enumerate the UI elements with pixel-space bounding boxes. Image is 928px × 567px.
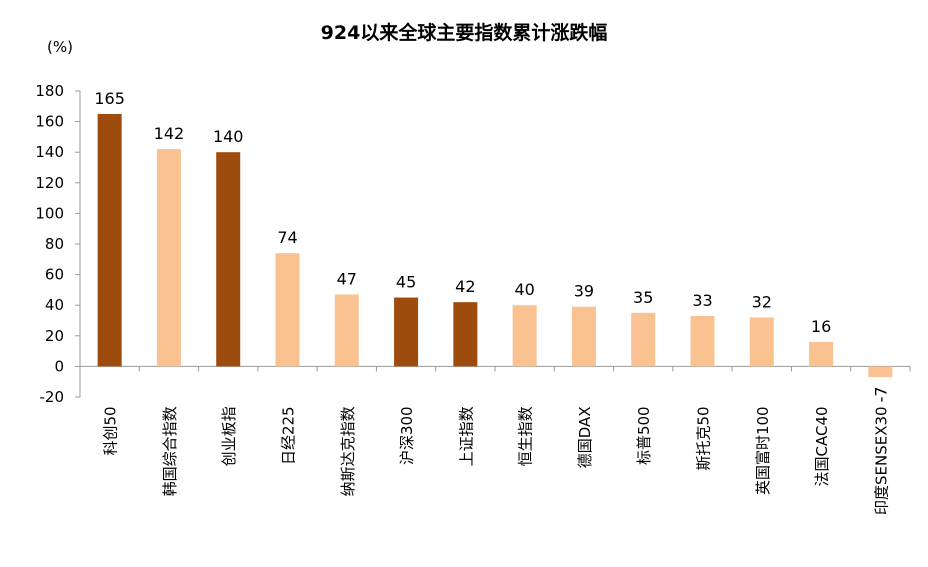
bar [334, 294, 359, 367]
bar [394, 297, 419, 367]
category-label: 创业板指 [220, 406, 238, 466]
bar [868, 366, 893, 378]
bar [453, 302, 478, 367]
category-label: 科创50 [102, 406, 120, 455]
data-label: 32 [752, 292, 772, 311]
bar [216, 152, 241, 367]
category-label: 韩国综合指数 [161, 406, 179, 496]
data-label: -7 [871, 386, 890, 402]
bar [97, 113, 122, 367]
bar [156, 149, 181, 367]
y-axis-unit-label: (%) [47, 38, 73, 56]
bar [512, 305, 537, 367]
category-label: 德国DAX [576, 406, 594, 468]
y-tick-label: 120 [35, 174, 64, 192]
data-label: 40 [514, 280, 534, 299]
category-label: 上证指数 [457, 406, 475, 466]
bar [749, 317, 774, 367]
data-label: 45 [396, 273, 416, 292]
category-label: 日经225 [280, 406, 298, 465]
y-tick-label: 140 [35, 143, 64, 161]
y-tick-label: 80 [45, 235, 64, 253]
data-label: 42 [455, 277, 475, 296]
chart-title: 924以来全球主要指数累计涨跌幅 [320, 22, 608, 44]
data-label: 74 [277, 228, 297, 247]
y-tick-label: -20 [40, 388, 65, 406]
category-label: 纳斯达克指数 [339, 406, 357, 496]
category-label: 标普500 [635, 406, 653, 465]
y-tick-label: 100 [35, 204, 64, 222]
category-label: 恒生指数 [517, 406, 535, 466]
data-label: 140 [213, 127, 244, 146]
category-label: 斯托克50 [695, 406, 713, 470]
data-label: 165 [94, 89, 125, 108]
bar [631, 312, 656, 367]
bar [690, 315, 715, 367]
y-tick-label: 20 [45, 327, 64, 345]
y-tick-label: 40 [45, 296, 64, 314]
y-tick-label: 60 [45, 266, 64, 284]
y-tick-label: 0 [54, 357, 64, 375]
bar [275, 253, 300, 367]
data-label: 47 [337, 269, 357, 288]
category-label: 印度SENSEX30 [872, 406, 890, 515]
data-label: 35 [633, 288, 653, 307]
category-label: 英国富时100 [754, 406, 772, 495]
y-tick-label: 180 [35, 82, 64, 100]
category-label: 法国CAC40 [813, 406, 831, 486]
bar [809, 341, 834, 367]
data-label: 16 [811, 317, 831, 336]
data-label: 33 [692, 291, 712, 310]
data-label: 142 [154, 124, 185, 143]
bar [571, 306, 596, 367]
category-label: 沪深300 [398, 406, 416, 465]
y-tick-label: 160 [35, 113, 64, 131]
data-label: 39 [574, 282, 594, 301]
